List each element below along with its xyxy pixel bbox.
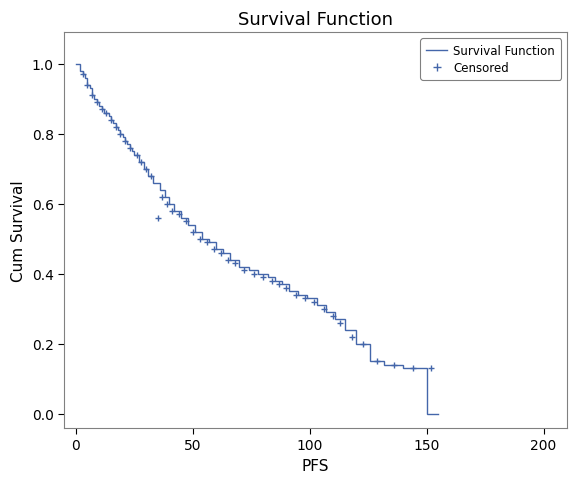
X-axis label: PFS: PFS bbox=[302, 458, 329, 473]
Y-axis label: Cum Survival: Cum Survival bbox=[11, 180, 26, 281]
Legend: Survival Function, Censored: Survival Function, Censored bbox=[420, 39, 561, 80]
Title: Survival Function: Survival Function bbox=[238, 11, 393, 29]
